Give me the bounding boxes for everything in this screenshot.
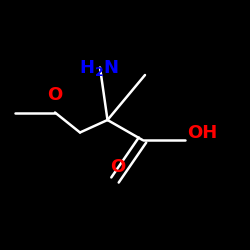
Text: O: O [48, 86, 62, 104]
Text: $\mathregular{H_2N}$: $\mathregular{H_2N}$ [79, 58, 119, 78]
Text: OH: OH [188, 124, 218, 142]
Text: O: O [110, 158, 125, 176]
